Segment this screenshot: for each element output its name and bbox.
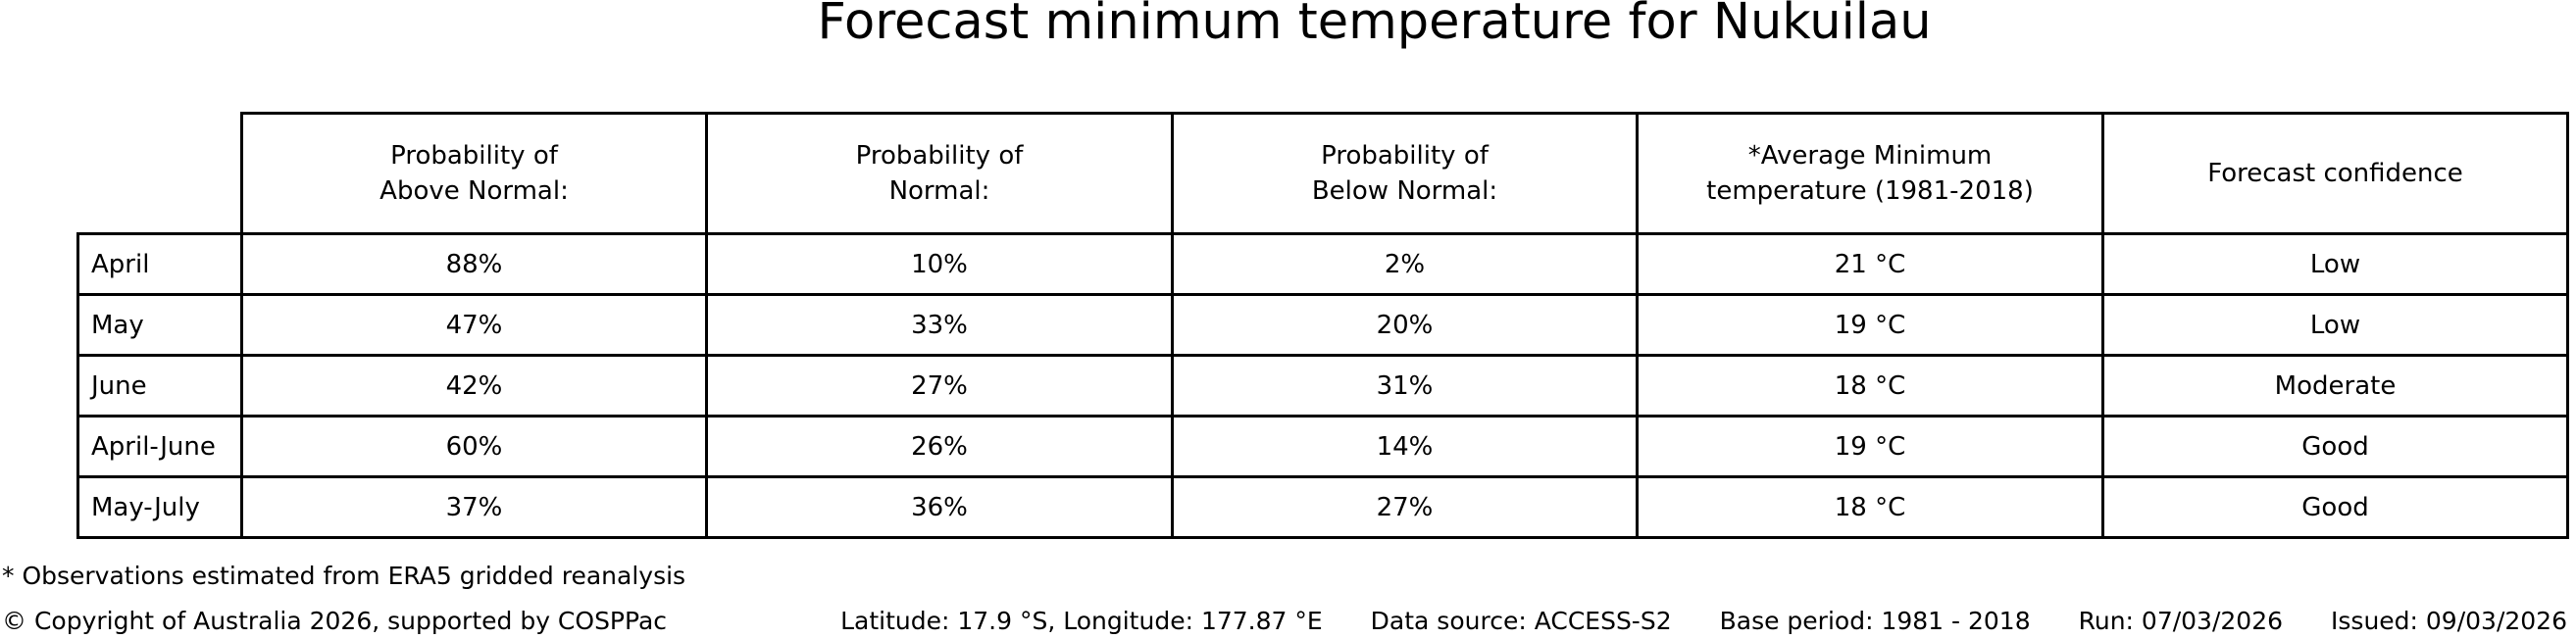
cell-confidence: Good [2101, 475, 2569, 539]
footnote: * Observations estimated from ERA5 gridd… [2, 562, 686, 590]
header-normal: Probability of Normal: [705, 112, 1174, 235]
row-label: April-June [76, 415, 243, 478]
row-label: June [76, 354, 243, 418]
cell-above-normal: 47% [240, 293, 708, 357]
footer-metadata-group: Latitude: 17.9 °S, Longitude: 177.87 °E … [840, 607, 2567, 635]
header-below-normal: Probability of Below Normal: [1171, 112, 1639, 235]
row-label: April [76, 232, 243, 296]
cell-normal: 33% [705, 293, 1174, 357]
row-label: May [76, 293, 243, 357]
footer-location: Latitude: 17.9 °S, Longitude: 177.87 °E [840, 607, 1323, 635]
cell-normal: 26% [705, 415, 1174, 478]
footer-base-period: Base period: 1981 - 2018 [1719, 607, 2031, 635]
cell-below-normal: 20% [1171, 293, 1639, 357]
cell-confidence: Low [2101, 293, 2569, 357]
cell-below-normal: 31% [1171, 354, 1639, 418]
cell-avg-min-temp: 18 °C [1636, 354, 2104, 418]
table-corner-blank [78, 114, 242, 234]
page-title-text: Forecast minimum temperature for Nukuila… [817, 0, 1932, 51]
cell-confidence: Moderate [2101, 354, 2569, 418]
footer-issued-date: Issued: 09/03/2026 [2331, 607, 2567, 635]
cell-confidence: Good [2101, 415, 2569, 478]
cell-confidence: Low [2101, 232, 2569, 296]
cell-normal: 36% [705, 475, 1174, 539]
table-header-row: Probability of Above Normal: Probability… [78, 112, 2569, 235]
cell-avg-min-temp: 19 °C [1636, 415, 2104, 478]
cell-above-normal: 60% [240, 415, 708, 478]
cell-above-normal: 37% [240, 475, 708, 539]
cell-below-normal: 27% [1171, 475, 1639, 539]
cell-avg-min-temp: 18 °C [1636, 475, 2104, 539]
cell-normal: 27% [705, 354, 1174, 418]
cell-above-normal: 88% [240, 232, 708, 296]
row-label: May-July [76, 475, 243, 539]
footer-data-source: Data source: ACCESS-S2 [1370, 607, 1672, 635]
header-above-normal: Probability of Above Normal: [240, 112, 708, 235]
footer-copyright: © Copyright of Australia 2026, supported… [2, 607, 668, 635]
header-forecast-confidence: Forecast confidence [2101, 112, 2569, 235]
cell-avg-min-temp: 19 °C [1636, 293, 2104, 357]
table-row: May-July 37% 36% 27% 18 °C Good [76, 475, 2569, 539]
header-avg-min-temp: *Average Minimum temperature (1981-2018) [1636, 112, 2104, 235]
cell-below-normal: 2% [1171, 232, 1639, 296]
page-title: Forecast minimum temperature for Nukuila… [0, 0, 2576, 52]
forecast-table: Probability of Above Normal: Probability… [76, 112, 2569, 539]
table-row: April 88% 10% 2% 21 °C Low [76, 232, 2569, 296]
table-row: June 42% 27% 31% 18 °C Moderate [76, 354, 2569, 418]
footer: © Copyright of Australia 2026, supported… [2, 607, 2567, 635]
cell-below-normal: 14% [1171, 415, 1639, 478]
cell-avg-min-temp: 21 °C [1636, 232, 2104, 296]
table-row: May 47% 33% 20% 19 °C Low [76, 293, 2569, 357]
cell-above-normal: 42% [240, 354, 708, 418]
footer-run-date: Run: 07/03/2026 [2078, 607, 2284, 635]
table-row: April-June 60% 26% 14% 19 °C Good [76, 415, 2569, 478]
cell-normal: 10% [705, 232, 1174, 296]
